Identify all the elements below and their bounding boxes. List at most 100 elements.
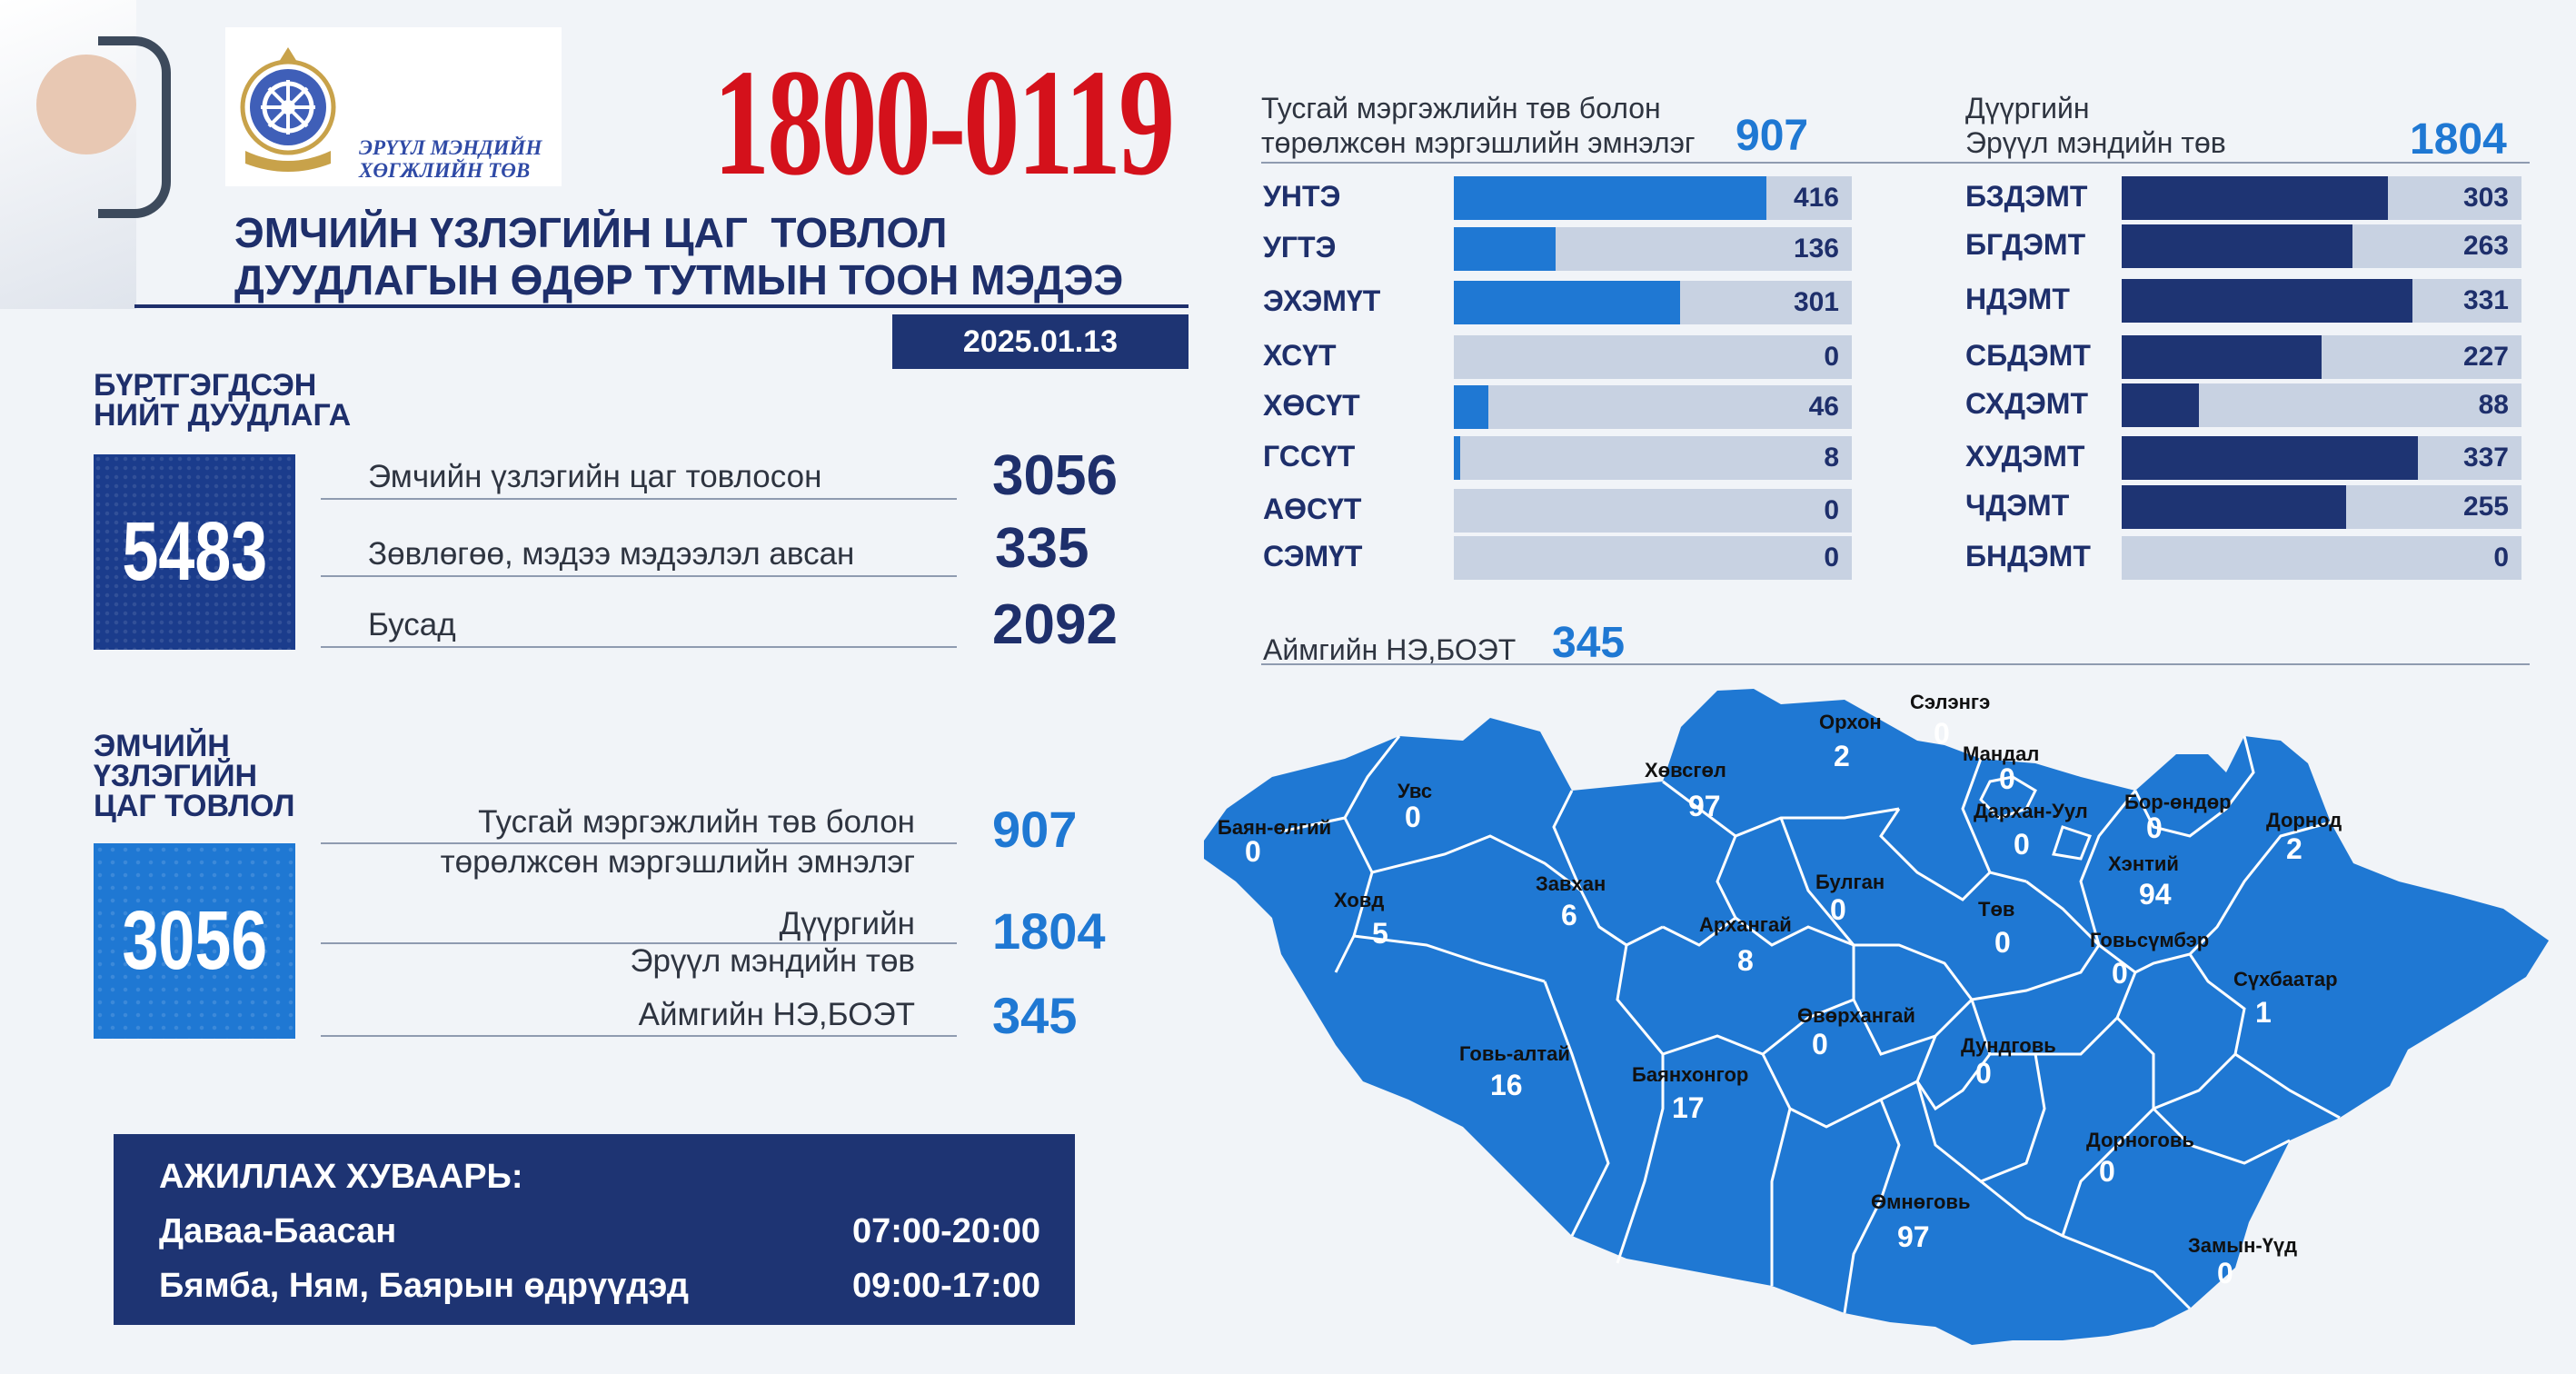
appointments-row-1-value: 907: [992, 801, 1078, 858]
map-outline: [1204, 689, 2549, 1345]
specialized-value-6: 8: [1824, 443, 1839, 473]
logo-line-2: ХӨГЖЛИЙН ТӨВ: [359, 159, 531, 182]
district-label-7: ЧДЭМТ: [1965, 489, 2070, 522]
region-value: 1: [2255, 996, 2272, 1029]
district-value-8: 0: [2493, 543, 2509, 572]
specialized-heading-2: төрөлжсөн мэргэшлийн эмнэлэг: [1261, 126, 1696, 159]
working-schedule: АЖИЛЛАХ ХУВААРЬ: Даваа-Баасан 07:00-20:0…: [114, 1134, 1075, 1325]
specialized-bar-5: [1454, 385, 1488, 429]
region-value: 6: [1561, 899, 1577, 931]
registered-row-2-value: 335: [995, 517, 1089, 580]
registered-row-1-value: 3056: [992, 444, 1118, 507]
specialized-label-2: УГТЭ: [1263, 231, 1337, 264]
appointments-label: ЭМЧИЙН ҮЗЛЭГИЙН ЦАГ ТОВЛОЛ: [94, 731, 295, 821]
district-bar-1: [2122, 176, 2388, 220]
district-track-2: 263: [2122, 224, 2521, 268]
specialized-label-4: ХСҮТ: [1263, 339, 1337, 372]
appointments-row-2-rule: [321, 942, 957, 944]
region-name: Увс: [1397, 780, 1432, 802]
appointments-row-2-label-1: Дүүргийн: [779, 906, 915, 941]
region-value: 0: [1830, 893, 1846, 926]
region-name: Бор-өндөр: [2124, 791, 2232, 813]
title-line-1: ЭМЧИЙН ҮЗЛЭГИЙН ЦАГ ТОВЛОЛ: [234, 209, 948, 256]
region-labels: Баян-өлгий0Увс0Ховд5Завхан6Хөвсгөл97Арха…: [1218, 691, 2342, 1289]
district-track-8: 0: [2122, 536, 2521, 580]
district-track-3: 331: [2122, 279, 2521, 323]
region-name: Төв: [1978, 898, 2014, 921]
aimag-divider: [1261, 663, 2530, 665]
appointments-total-box: 3056: [94, 843, 295, 1039]
region-name: Хөвсгөл: [1645, 759, 1726, 782]
district-track-4: 227: [2122, 335, 2521, 379]
registered-row-3-rule: [321, 646, 957, 648]
district-label-4: СБДЭМТ: [1965, 339, 2091, 372]
aimag-heading: Аймгийн НЭ,БОЭТ: [1263, 633, 1517, 666]
specialized-value-7: 0: [1824, 495, 1839, 525]
region-name: Өмнөговь: [1871, 1190, 1970, 1213]
specialized-total: 907: [1736, 112, 1809, 160]
region-name: Дорнод: [2266, 809, 2342, 831]
region-name: Дархан-Уул: [1974, 800, 2088, 822]
district-bar-5: [2122, 383, 2200, 427]
region-value: 17: [1672, 1091, 1705, 1124]
stethoscope-icon: [98, 36, 171, 218]
specialized-track-4: 0: [1454, 335, 1852, 379]
region-name: Замын-Үүд: [2188, 1234, 2297, 1257]
mongolia-map: Баян-өлгий0Увс0Ховд5Завхан6Хөвсгөл97Арха…: [1204, 689, 2549, 1345]
district-track-7: 255: [2122, 485, 2521, 529]
specialized-bar-3: [1454, 281, 1680, 324]
region-name: Баянхонгор: [1632, 1063, 1748, 1086]
specialized-value-3: 301: [1793, 287, 1839, 317]
appointments-row-3-value: 345: [992, 987, 1078, 1044]
appointments-row-3-rule: [321, 1035, 957, 1037]
district-bar-6: [2122, 436, 2418, 480]
specialized-value-5: 46: [1808, 392, 1839, 422]
region-name: Говь-алтай: [1459, 1042, 1570, 1065]
appointments-total: 3056: [122, 894, 267, 987]
district-bar-2: [2122, 224, 2353, 268]
district-bar-3: [2122, 279, 2413, 323]
district-value-5: 88: [2478, 390, 2509, 420]
logo-line-1: ЭРҮҮЛ МЭНДИЙН: [359, 136, 542, 159]
region-name: Дундговь: [1961, 1034, 2056, 1057]
appointments-row-1-rule: [321, 842, 957, 844]
region-value: 94: [2139, 878, 2172, 911]
hotline-number: 1800-0119: [713, 38, 1175, 207]
report-date: 2025.01.13: [892, 314, 1189, 369]
region-value: 0: [1994, 926, 2011, 959]
region-value: 0: [1812, 1028, 1828, 1060]
region-value: 0: [1999, 762, 2015, 795]
district-value-2: 263: [2462, 231, 2509, 261]
specialized-bar-6: [1454, 436, 1460, 480]
registered-total-box: 5483: [94, 454, 295, 650]
district-bar-4: [2122, 335, 2322, 379]
specialized-value-2: 136: [1793, 234, 1839, 264]
district-heading-2: Эрүүл мэндийн төв: [1965, 126, 2226, 159]
title-divider: [134, 304, 1189, 308]
specialized-label-8: СЭМҮТ: [1263, 540, 1363, 572]
specialized-label-6: ГССҮТ: [1263, 440, 1356, 473]
appointments-row-1-label-1: Тусгай мэргэжлийн төв болон: [478, 804, 915, 840]
region-value: 2: [1834, 740, 1850, 772]
region-name: Баян-өлгий: [1218, 816, 1331, 839]
region-name: Сэлэнгэ: [1910, 691, 1990, 713]
region-name: Сүхбаатар: [2233, 968, 2338, 991]
specialized-label-7: АӨСҮТ: [1263, 493, 1362, 525]
district-track-5: 88: [2122, 383, 2521, 427]
district-bar-7: [2122, 485, 2346, 529]
page-title: ЭМЧИЙН ҮЗЛЭГИЙН ЦАГ ТОВЛОЛ ДУУДЛАГЫН ӨДӨ…: [234, 209, 1189, 304]
specialized-track-3: 301: [1454, 281, 1852, 324]
district-label-2: БГДЭМТ: [1965, 228, 2086, 261]
schedule-time-1: 07:00-20:00: [851, 1212, 1040, 1250]
title-line-2: ДУУДЛАГЫН ӨДӨР ТУТМЫН ТООН МЭДЭЭ: [234, 256, 1124, 304]
region-value: 97: [1688, 790, 1721, 822]
district-label-3: НДЭМТ: [1965, 283, 2070, 315]
specialized-track-7: 0: [1454, 489, 1852, 533]
specialized-track-2: 136: [1454, 227, 1852, 271]
specialized-track-6: 8: [1454, 436, 1852, 480]
registered-label-line-1: БҮРТГЭГДСЭН: [94, 368, 317, 403]
registered-row-2-rule: [321, 575, 957, 577]
district-value-6: 337: [2462, 443, 2509, 473]
district-value-1: 303: [2462, 183, 2509, 213]
specialized-heading-1: Тусгай мэргэжлийн төв болон: [1261, 92, 1661, 124]
